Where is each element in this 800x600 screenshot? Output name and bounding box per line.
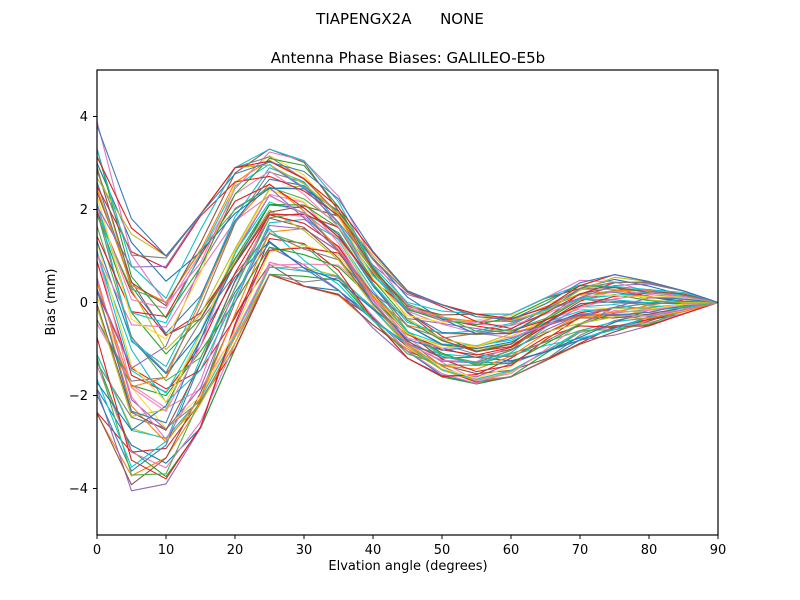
series-line <box>96 148 719 316</box>
y-tick-label: −2 <box>69 389 88 404</box>
x-tick-label: 50 <box>434 543 451 558</box>
series-line <box>96 148 719 326</box>
series-line <box>96 238 719 480</box>
x-axis-ticks: 0 10 20 30 40 50 60 70 80 90 <box>93 535 726 558</box>
y-tick-label: 4 <box>80 110 88 125</box>
series-line <box>96 246 719 492</box>
x-axis-label: Elvation angle (degrees) <box>328 559 487 574</box>
series-line <box>96 195 719 339</box>
series-line <box>96 164 719 323</box>
x-tick-label: 30 <box>296 543 313 558</box>
x-tick-label: 70 <box>572 543 589 558</box>
x-tick-label: 10 <box>158 543 175 558</box>
series-lines <box>96 121 719 492</box>
series-line <box>96 163 719 324</box>
x-tick-label: 60 <box>503 543 520 558</box>
series-line <box>96 217 719 431</box>
x-tick-label: 80 <box>641 543 658 558</box>
series-line <box>96 274 719 429</box>
series-line <box>96 167 719 368</box>
series-line <box>96 154 719 340</box>
series-line <box>96 162 719 335</box>
y-axis-label: Bias (mm) <box>44 269 59 336</box>
series-line <box>96 183 719 388</box>
series-line <box>96 171 719 374</box>
series-line <box>96 189 719 403</box>
y-tick-label: 0 <box>80 296 88 311</box>
series-line <box>96 194 719 424</box>
series-line <box>96 178 719 335</box>
x-tick-label: 40 <box>365 543 382 558</box>
figure-suptitle: TIAPENGX2A NONE <box>315 10 484 28</box>
y-axis-ticks: −4 −2 0 2 4 <box>69 110 97 497</box>
y-tick-label: 2 <box>80 203 88 218</box>
y-tick-label: −4 <box>69 482 88 497</box>
series-line <box>96 224 719 431</box>
series-line <box>96 148 719 315</box>
series-line <box>96 125 719 321</box>
x-tick-label: 0 <box>93 543 101 558</box>
x-tick-label: 90 <box>710 543 727 558</box>
x-tick-label: 20 <box>227 543 244 558</box>
chart-title: Antenna Phase Biases: GALILEO-E5b <box>271 49 545 67</box>
